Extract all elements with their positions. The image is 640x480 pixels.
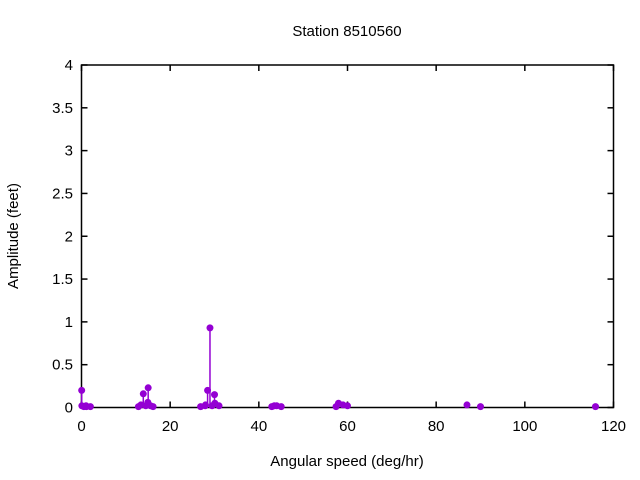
data-point	[149, 403, 157, 411]
y-tick-label: 2.5	[52, 185, 73, 202]
x-tick-label: 0	[77, 418, 85, 435]
y-tick-label: 2	[65, 228, 73, 245]
data-point	[477, 403, 484, 411]
data-point	[211, 391, 218, 399]
x-tick-label: 60	[339, 418, 356, 435]
data-point	[139, 390, 147, 398]
x-tick-label: 80	[428, 418, 445, 435]
y-tick-label: 3	[65, 143, 73, 160]
data-point	[463, 401, 471, 409]
data-points	[78, 324, 600, 411]
data-point	[144, 384, 152, 392]
data-point	[202, 401, 210, 409]
x-axis-ticks: 0 20 40 60 80 100 120	[77, 65, 626, 435]
x-tick-label: 120	[601, 418, 626, 435]
y-tick-label: 1.5	[52, 271, 73, 288]
plot-border	[80, 64, 615, 409]
y-tick-label: 4	[65, 57, 73, 74]
x-tick-label: 40	[250, 418, 267, 435]
y-tick-label: 0.5	[52, 357, 73, 374]
data-point	[277, 403, 285, 411]
data-point	[344, 402, 351, 410]
x-axis-label: Angular speed (deg/hr)	[270, 453, 423, 470]
data-point	[204, 386, 212, 394]
data-point	[592, 403, 600, 411]
y-axis-label: Amplitude (feet)	[5, 183, 22, 289]
y-tick-label: 0	[65, 400, 73, 417]
data-point	[206, 324, 214, 332]
x-tick-label: 20	[162, 418, 179, 435]
y-axis-ticks: 0 0.5 1 1.5 2 2.5 3 3.5 4	[52, 57, 614, 417]
chart-title: Station 8510560	[292, 23, 401, 40]
data-point	[78, 386, 86, 394]
data-point	[86, 403, 94, 411]
data-point	[215, 402, 223, 410]
y-tick-label: 1	[65, 314, 73, 331]
x-tick-label: 100	[512, 418, 537, 435]
y-tick-label: 3.5	[52, 100, 73, 117]
